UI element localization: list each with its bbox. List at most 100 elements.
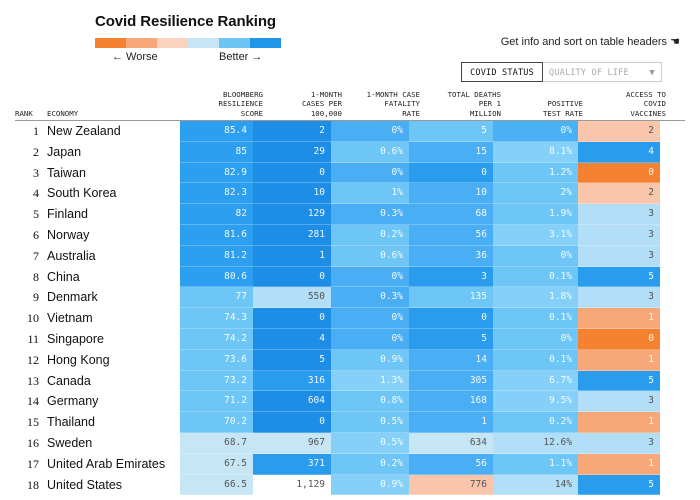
table-row[interactable]: 11 Singapore 74.2 4 0% 5 0% 0 [15,328,685,350]
ptr-cell: 0% [493,245,578,267]
header-rank[interactable]: RANK [15,108,33,118]
deaths-cell: 776 [409,474,493,496]
table-row[interactable]: 1 New Zealand 85.4 2 0% 5 0% 2 [15,121,685,142]
deaths-cell: 168 [409,391,493,413]
deaths-cell: 10 [409,183,493,205]
resilience-table: RANK ECONOMY BLOOMBERG RESILIENCE SCORE … [15,85,685,496]
ptr-cell: 8.1% [493,141,578,163]
cfr-cell: 0.8% [331,391,409,413]
header-fatality-rate[interactable]: 1-MONTH CASE FATALITY RATE [348,90,420,119]
table-row[interactable]: 7 Australia 81.2 1 0.6% 36 0% 3 [15,245,685,267]
chevron-down-icon: ▼ [649,68,655,78]
table-row[interactable]: 6 Norway 81.6 281 0.2% 56 3.1% 3 [15,224,685,246]
table-row[interactable]: 8 China 80.6 0 0% 3 0.1% 5 [15,266,685,288]
economy-cell: Singapore [47,331,104,346]
header-vaccine-access-label: ACCESS TO COVID VACCINES [625,89,666,118]
deaths-cell: 14 [409,349,493,371]
tab-quality-of-life-label: QUALITY OF LIFE [549,68,629,78]
header-economy[interactable]: ECONOMY [47,108,79,118]
deaths-cell: 305 [409,370,493,392]
cfr-cell: 0.3% [331,204,409,225]
rank-cell: 11 [27,331,39,346]
cfr-cell: 0.6% [331,141,409,163]
vaccines-cell: 5 [578,474,660,496]
table-row[interactable]: 4 South Korea 82.3 10 1% 10 2% 2 [15,183,685,205]
tab-quality-of-life[interactable]: QUALITY OF LIFE ▼ [543,62,662,82]
ptr-cell: 3.1% [493,224,578,246]
cases-cell: 0 [253,266,331,288]
economy-cell: Finland [47,207,88,222]
score-cell: 70.2 [180,412,253,433]
score-cell: 68.7 [180,432,253,454]
vaccines-cell: 3 [578,224,660,246]
cfr-cell: 0% [331,162,409,184]
table-row[interactable]: 12 Hong Kong 73.6 5 0.9% 14 0.1% 1 [15,349,685,371]
rank-cell: 6 [33,227,39,242]
tab-covid-status[interactable]: COVID STATUS [461,62,543,82]
deaths-cell: 56 [409,453,493,475]
deaths-cell: 0 [409,162,493,184]
rank-cell: 5 [33,207,39,222]
vaccines-cell: 0 [578,162,660,184]
table-info-hint: Get info and sort on table headers ☚ [501,35,680,48]
ptr-cell: 0% [493,328,578,350]
vaccines-cell: 0 [578,328,660,350]
header-total-deaths[interactable]: TOTAL DEATHS PER 1 MILLION [429,90,501,119]
table-row[interactable]: 3 Taiwan 82.9 0 0% 0 1.2% 0 [15,162,685,184]
table-row[interactable]: 15 Thailand 70.2 0 0.5% 1 0.2% 1 [15,412,685,433]
legend-swatch [188,38,219,48]
legend-swatch [126,38,157,48]
cases-cell: 1 [253,245,331,267]
economy-cell: China [47,269,80,284]
cfr-cell: 0.9% [331,349,409,371]
score-cell: 71.2 [180,391,253,413]
pointer-icon: ☚ [670,36,680,48]
economy-cell: Hong Kong [47,352,110,367]
score-cell: 73.2 [180,370,253,392]
view-tabs: COVID STATUS QUALITY OF LIFE ▼ [461,62,662,82]
table-row[interactable]: 5 Finland 82 129 0.3% 68 1.9% 3 [15,204,685,225]
deaths-cell: 0 [409,308,493,329]
legend-swatch [250,38,281,48]
deaths-cell: 3 [409,266,493,288]
cases-cell: 129 [253,204,331,225]
vaccines-cell: 3 [578,432,660,454]
cases-cell: 29 [253,141,331,163]
rank-cell: 14 [27,394,39,409]
header-cases[interactable]: 1-MONTH CASES PER 100,000 [270,90,342,119]
vaccines-cell: 1 [578,308,660,329]
table-body: 1 New Zealand 85.4 2 0% 5 0% 2 2 Japan 85 29 0.6% 15 8… [15,121,685,496]
table-row[interactable]: 18 United States 66.5 1,129 0.9% 776 14% 5 [15,474,685,496]
score-cell: 66.5 [180,474,253,496]
header-positive-test-rate[interactable]: POSITIVE TEST RATE [511,99,583,118]
deaths-cell: 15 [409,141,493,163]
cases-cell: 0 [253,162,331,184]
table-row[interactable]: 17 United Arab Emirates 67.5 371 0.2% 56 1.1% 1 [15,453,685,475]
cases-cell: 604 [253,391,331,413]
cases-cell: 281 [253,224,331,246]
table-row[interactable]: 9 Denmark 77 550 0.3% 135 1.8% 3 [15,287,685,309]
economy-cell: Thailand [47,415,95,430]
legend-swatch [95,38,126,48]
table-header: RANK ECONOMY BLOOMBERG RESILIENCE SCORE … [15,85,685,121]
rank-cell: 4 [33,186,39,201]
score-cell: 73.6 [180,349,253,371]
ptr-cell: 12.6% [493,432,578,454]
cfr-cell: 0% [331,121,409,142]
rank-cell: 13 [27,373,39,388]
cfr-cell: 0.5% [331,412,409,433]
vaccines-cell: 3 [578,245,660,267]
header-vaccine-access[interactable]: ACCESS TO COVID VACCINES [594,90,666,119]
economy-cell: Denmark [47,290,98,305]
table-row[interactable]: 10 Vietnam 74.3 0 0% 0 0.1% 1 [15,308,685,329]
table-row[interactable]: 2 Japan 85 29 0.6% 15 8.1% 4 [15,141,685,163]
page-title: Covid Resilience Ranking [95,13,276,30]
header-resilience-score[interactable]: BLOOMBERG RESILIENCE SCORE [193,90,264,119]
economy-cell: Sweden [47,435,93,450]
table-row[interactable]: 13 Canada 73.2 316 1.3% 305 6.7% 5 [15,370,685,392]
vaccines-cell: 4 [578,141,660,163]
table-row[interactable]: 14 Germany 71.2 604 0.8% 168 9.5% 3 [15,391,685,413]
table-row[interactable]: 16 Sweden 68.7 967 0.5% 634 12.6% 3 [15,432,685,454]
legend-worse-label: ← Worse [112,51,158,63]
cfr-cell: 0.2% [331,224,409,246]
